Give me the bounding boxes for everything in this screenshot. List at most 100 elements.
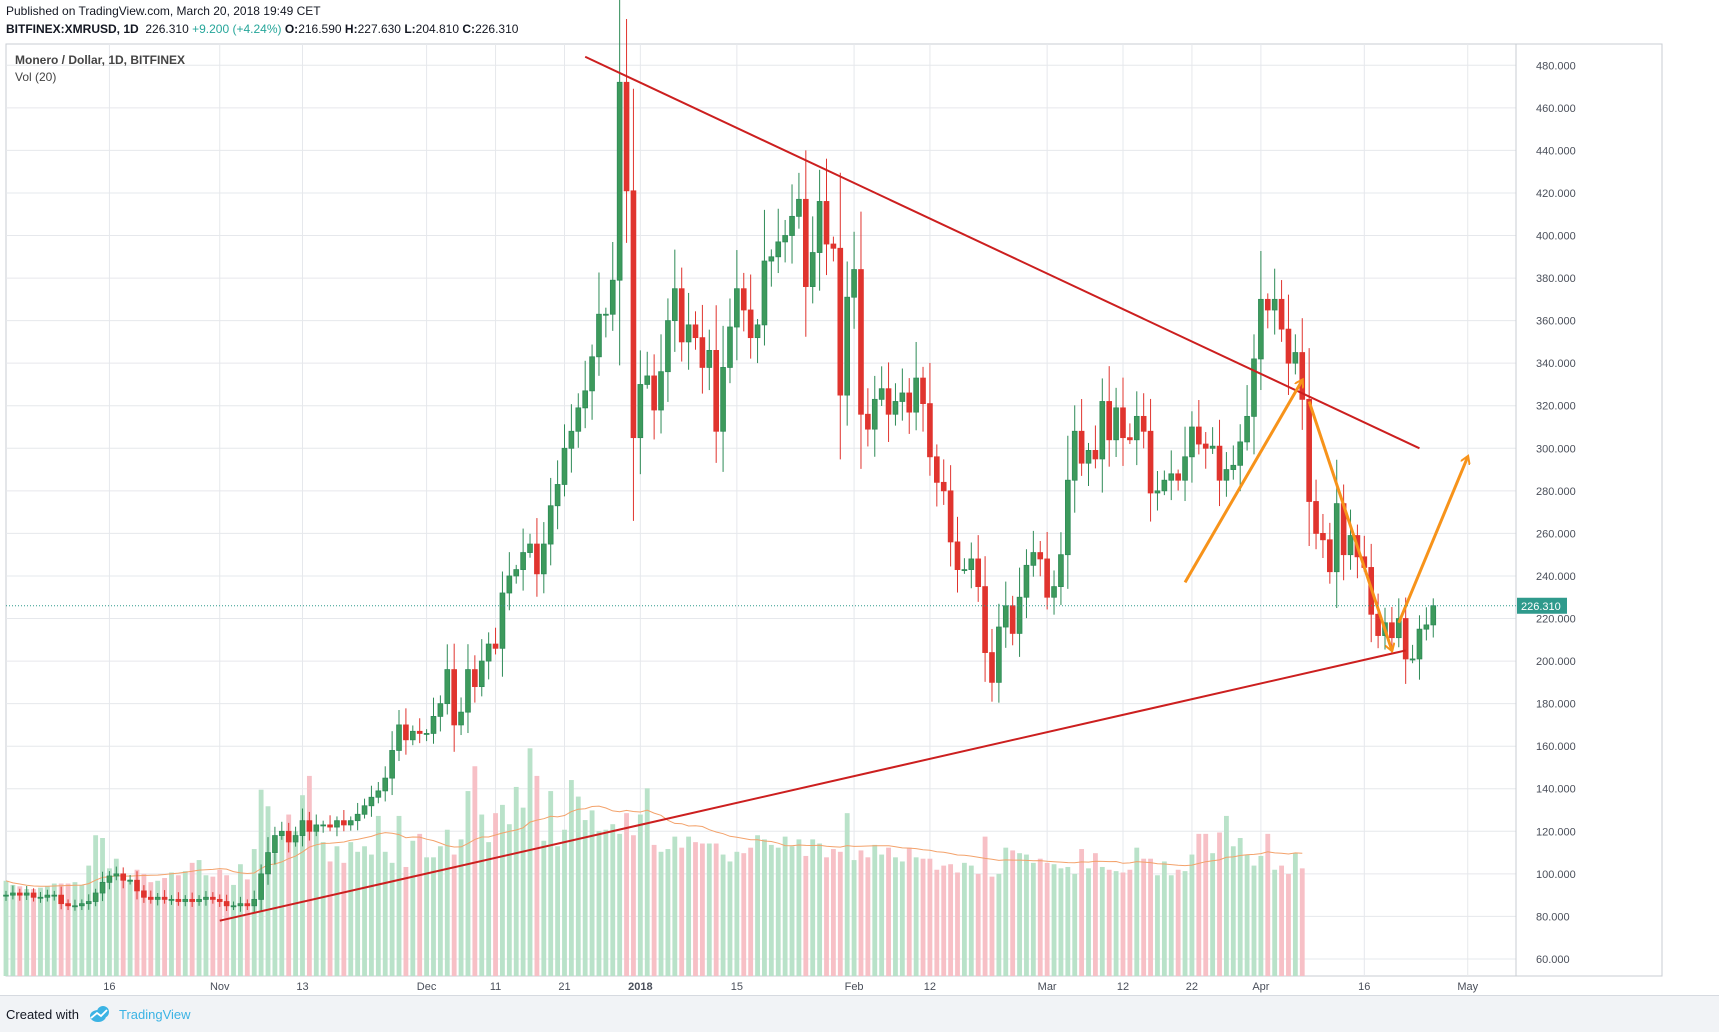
volume-bar	[1244, 854, 1250, 976]
candle-body	[458, 711, 464, 726]
candle-body	[437, 703, 444, 717]
volume-bar	[568, 780, 574, 976]
volume-indicator-label: Vol (20)	[15, 70, 56, 84]
candle-body	[782, 235, 788, 243]
volume-bar	[837, 851, 843, 976]
candle-body	[899, 392, 906, 402]
candle-body	[837, 247, 844, 396]
candle-body	[230, 905, 237, 908]
candle-body	[1154, 490, 1161, 494]
candle-body	[499, 592, 506, 649]
volume-bar	[1223, 815, 1229, 976]
volume-bar	[913, 857, 919, 976]
grid-lines	[6, 44, 1516, 976]
candle-body	[416, 730, 423, 734]
low-label: L:	[404, 22, 416, 36]
volume-bar	[968, 865, 974, 976]
y-tick-label: 180.000	[1536, 699, 1576, 711]
volume-bar	[506, 824, 512, 976]
volume-bar	[72, 882, 78, 976]
candle-body	[830, 243, 837, 249]
candle-body	[1085, 450, 1092, 464]
last-price: 226.310	[145, 22, 189, 36]
candle-body	[120, 873, 127, 881]
volume-ma-line	[5, 805, 1303, 887]
candle-body	[982, 586, 988, 653]
candle-body	[251, 898, 258, 907]
candle-body	[968, 558, 975, 570]
candle-body	[713, 350, 719, 432]
candle-body	[113, 873, 120, 877]
candle-body	[809, 252, 816, 287]
volume-bar	[1161, 861, 1167, 976]
volume-bar	[617, 833, 623, 976]
candle-body	[658, 371, 664, 411]
y-tick-label: 440.000	[1536, 145, 1576, 157]
volume-bar	[224, 875, 230, 976]
candle-body	[16, 892, 23, 896]
projection-arrow	[1183, 380, 1302, 584]
volume-bar	[762, 839, 767, 976]
candle-body	[616, 81, 623, 281]
volume-bar	[1079, 849, 1085, 976]
volume-bar	[1155, 875, 1160, 976]
volume-bar	[1230, 846, 1236, 976]
candle-body	[1402, 618, 1409, 660]
volume-bar	[706, 843, 712, 976]
volume-bar	[899, 861, 905, 976]
volume-bar	[575, 796, 581, 976]
volume-bar	[1265, 833, 1271, 976]
high-label: H:	[344, 22, 358, 36]
candle-body	[892, 401, 899, 415]
low-value: 204.810	[415, 22, 460, 36]
candle-body	[361, 805, 368, 815]
created-with-label: Created with	[6, 1007, 79, 1022]
candle-body	[465, 669, 471, 713]
candle-body	[354, 813, 361, 822]
candle-body	[506, 575, 513, 594]
candle-body	[1209, 445, 1216, 449]
volume-bar	[1024, 854, 1029, 976]
candle-body	[85, 901, 92, 905]
candle-body	[347, 820, 354, 826]
volume-bar	[51, 883, 57, 976]
volume-bar	[182, 871, 188, 976]
candle-body	[534, 543, 540, 575]
volume-bar	[582, 820, 588, 976]
candle-body	[396, 724, 402, 751]
volume-bar	[479, 814, 485, 976]
candle-body	[927, 403, 933, 458]
volume-bar	[975, 873, 981, 976]
candle-body	[1333, 503, 1340, 573]
x-tick-label: 12	[924, 981, 936, 993]
candle-body	[906, 392, 913, 413]
volume-bar	[693, 842, 698, 976]
y-tick-label: 120.000	[1536, 826, 1576, 838]
candle-body	[341, 820, 347, 826]
candle-body	[878, 388, 885, 400]
x-tick-label: Dec	[417, 981, 437, 993]
volume-bar	[858, 850, 864, 976]
candle-body	[823, 201, 830, 245]
tradingview-logo[interactable]: TradingView	[88, 1003, 206, 1025]
candle-body	[1423, 624, 1430, 630]
candle-body	[175, 898, 182, 902]
candle-body	[1092, 450, 1099, 460]
candle-body	[472, 669, 478, 688]
volume-bar	[596, 831, 602, 976]
candle-body	[72, 905, 78, 908]
candle-body	[1161, 479, 1168, 492]
volume-bar	[472, 766, 478, 976]
candle-body	[182, 898, 189, 902]
candle-body	[885, 388, 892, 415]
volume-bar	[500, 804, 505, 976]
volume-bar	[403, 866, 409, 976]
volume-bar	[486, 842, 492, 976]
price-chart[interactable]: 60.000 80.000 100.000 120.000 140.000 160.000…	[0, 0, 1719, 1000]
volume-bar	[437, 846, 443, 976]
y-tick-label: 460.000	[1536, 103, 1576, 115]
volume-bar	[1044, 862, 1050, 976]
candle-body	[554, 484, 561, 507]
plot-area[interactable]	[5, 43, 1663, 977]
volume-bar	[872, 844, 878, 976]
